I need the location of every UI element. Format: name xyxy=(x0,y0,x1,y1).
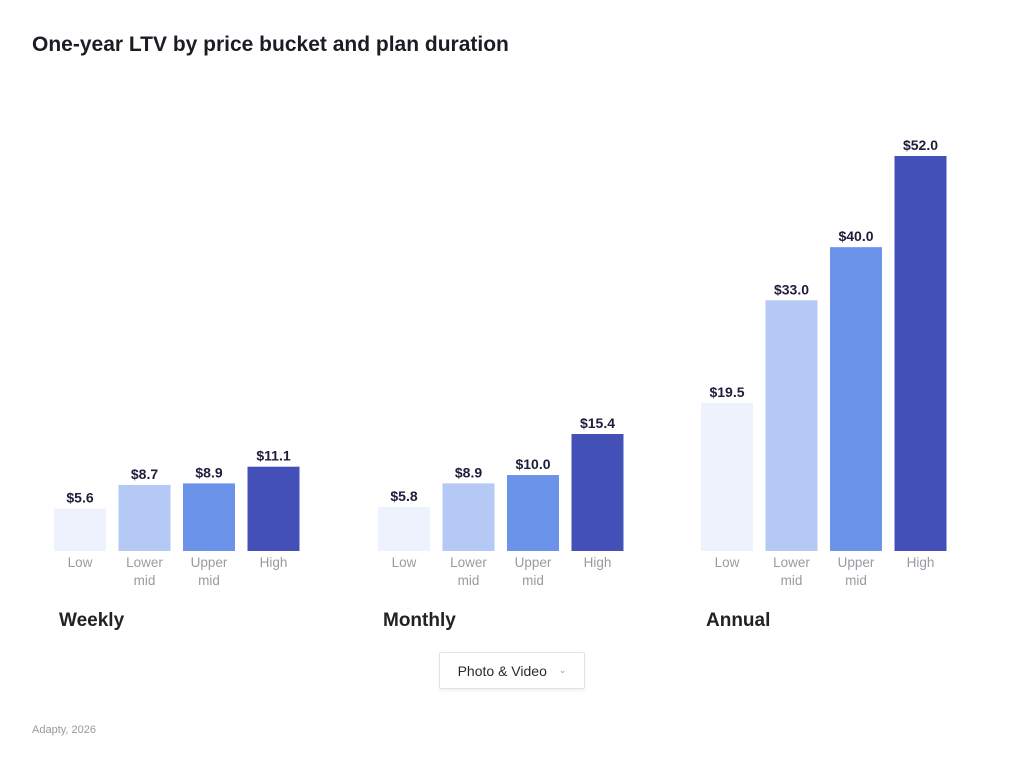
category-label: High xyxy=(260,555,288,570)
category-label: mid xyxy=(522,573,544,588)
category-label: mid xyxy=(845,573,867,588)
data-label: $5.8 xyxy=(390,488,417,504)
bar-weekly-3 xyxy=(247,466,300,551)
category-label: mid xyxy=(198,573,220,588)
bar-weekly-0 xyxy=(54,508,106,551)
chevron-down-icon: ⌄ xyxy=(558,665,567,675)
category-label: Low xyxy=(392,555,417,570)
data-label: $10.0 xyxy=(515,456,550,472)
bar-weekly-1 xyxy=(118,484,171,551)
dropdown-value: Photo & Video xyxy=(457,662,547,679)
bar-weekly-2 xyxy=(183,483,235,551)
bar-annual-3 xyxy=(894,156,947,551)
bar-monthly-0 xyxy=(378,506,430,551)
data-label: $33.0 xyxy=(774,281,809,297)
data-label: $8.7 xyxy=(131,466,158,482)
bar-monthly-2 xyxy=(507,475,559,551)
category-label: Lower xyxy=(450,555,487,570)
bar-annual-0 xyxy=(701,402,753,551)
group-label: Monthly xyxy=(383,610,456,631)
bar-monthly-3 xyxy=(571,434,624,551)
data-label: $19.5 xyxy=(709,384,744,400)
category-label: mid xyxy=(134,573,156,588)
data-label: $11.1 xyxy=(256,448,290,464)
category-label: Low xyxy=(68,555,93,570)
bar-annual-2 xyxy=(830,247,882,551)
bar-monthly-1 xyxy=(442,483,495,551)
data-label: $40.0 xyxy=(838,228,873,244)
category-label: Upper xyxy=(515,555,552,570)
category-label: Lower xyxy=(773,555,810,570)
category-dropdown[interactable]: Photo & Video ⌄ xyxy=(439,652,585,689)
category-label: High xyxy=(584,555,612,570)
category-label: Lower xyxy=(126,555,163,570)
chart-title: One-year LTV by price bucket and plan du… xyxy=(32,33,509,56)
data-label: $8.9 xyxy=(455,464,482,480)
category-label: mid xyxy=(781,573,803,588)
category-label: Upper xyxy=(191,555,228,570)
source-footer: Adapty, 2026 xyxy=(32,724,97,736)
bar-annual-1 xyxy=(765,300,818,551)
group-label: Weekly xyxy=(59,610,125,631)
data-label: $15.4 xyxy=(580,415,615,431)
category-label: High xyxy=(907,555,935,570)
data-label: $52.0 xyxy=(903,137,938,153)
group-label: Annual xyxy=(706,610,770,631)
category-label: Upper xyxy=(838,555,875,570)
category-label: mid xyxy=(458,573,480,588)
data-label: $5.6 xyxy=(66,489,93,505)
category-label: Low xyxy=(715,555,740,570)
data-label: $8.9 xyxy=(195,464,222,480)
